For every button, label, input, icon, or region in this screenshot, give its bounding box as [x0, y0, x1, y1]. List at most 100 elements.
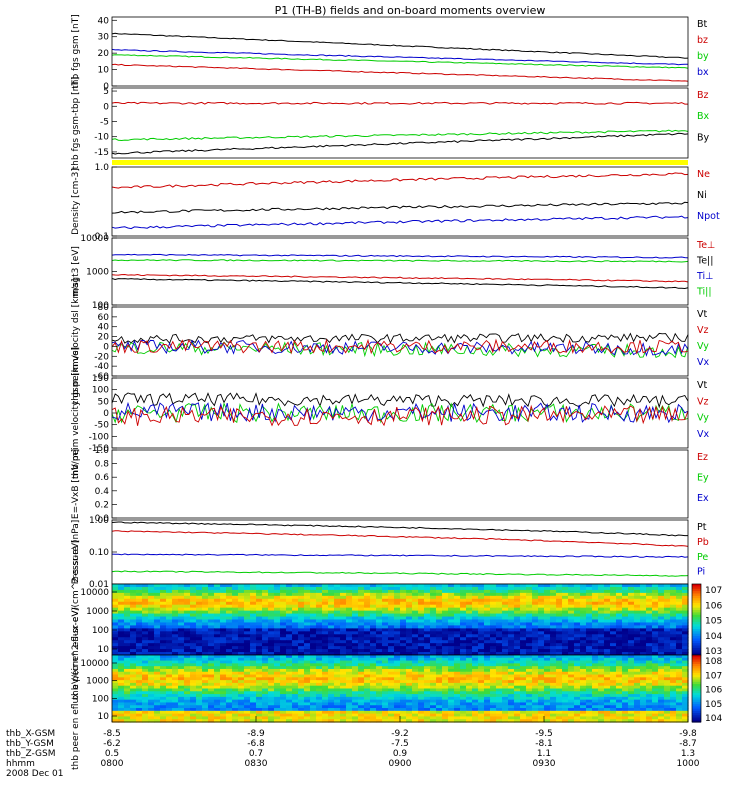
spectrogram-cell	[232, 666, 239, 670]
spectrogram-cell	[184, 708, 191, 712]
spectrogram-cell	[274, 685, 281, 690]
spectrogram-cell	[232, 637, 239, 641]
spectrogram-cell	[118, 688, 125, 692]
spectrogram-cell	[628, 666, 635, 670]
spectrogram-cell	[388, 628, 395, 632]
spectrogram-cell	[424, 598, 431, 603]
spectrogram-cell	[634, 671, 641, 676]
spectrogram-cell	[400, 688, 407, 692]
spectrogram-cell	[376, 688, 383, 692]
spectrogram-cell	[484, 674, 491, 678]
spectrogram-cell	[370, 598, 377, 603]
spectrogram-cell	[490, 613, 497, 618]
spectrogram-cell	[202, 705, 209, 709]
spectrogram-cell	[574, 628, 581, 632]
spectrogram-cell	[412, 705, 419, 709]
spectrogram-cell	[466, 584, 473, 588]
spectrogram-cell	[136, 646, 143, 650]
spectrogram-cell	[592, 660, 599, 664]
spectrogram-cell	[604, 634, 611, 638]
spectrogram-cell	[226, 719, 233, 723]
series-line-te	[111, 278, 689, 290]
spectrogram-cell	[310, 607, 317, 612]
spectrogram-cell	[682, 604, 689, 609]
spectrogram-cell	[118, 699, 125, 704]
spectrogram-cell	[574, 640, 581, 644]
spectrogram-cell	[454, 604, 461, 609]
spectrogram-cell	[304, 666, 311, 670]
spectrogram-cell	[118, 708, 125, 712]
spectrogram-cell	[304, 586, 311, 591]
spectrogram-cell	[340, 696, 347, 701]
spectrogram-cell	[184, 625, 191, 629]
spectrogram-cell	[532, 710, 539, 715]
spectrogram-cell	[208, 663, 215, 667]
spectrogram-cell	[424, 622, 431, 627]
spectrogram-cell	[178, 637, 185, 641]
spectrogram-cell	[172, 592, 179, 597]
spectrogram-cell	[220, 682, 227, 687]
spectrogram-cell	[592, 625, 599, 629]
spectrogram-cell	[448, 598, 455, 603]
spectrogram-cell	[376, 691, 383, 695]
spectrogram-cell	[112, 668, 119, 673]
legend-entry: bx	[697, 67, 709, 78]
spectrogram-cell	[622, 646, 629, 650]
spectrogram-cell	[670, 719, 677, 723]
spectrogram-cell	[166, 655, 173, 659]
spectrogram-cell	[646, 607, 653, 612]
spectrogram-cell	[646, 601, 653, 606]
spectrogram-cell	[280, 586, 287, 591]
spectrogram-cell	[238, 646, 245, 650]
spectrogram-cell	[322, 584, 329, 588]
spectrogram-cell	[550, 631, 557, 635]
spectrogram-cell	[478, 604, 485, 609]
spectrogram-cell	[520, 680, 527, 684]
spectrogram-cell	[256, 699, 263, 704]
spectrogram-cell	[598, 598, 605, 603]
spectrogram-cell	[352, 716, 359, 720]
spectrogram-cell	[658, 716, 665, 720]
spectrogram-cell	[178, 705, 185, 709]
spectrogram-cell	[598, 601, 605, 606]
spectrogram-cell	[334, 649, 341, 653]
spectrogram-cell	[226, 674, 233, 678]
spectrogram-cell	[280, 643, 287, 647]
spectrogram-cell	[436, 643, 443, 647]
spectrogram-cell	[340, 640, 347, 644]
spectrogram-cell	[376, 657, 383, 662]
spectrogram-cell	[556, 691, 563, 695]
spectrogram-cell	[634, 666, 641, 670]
spectrogram-cell	[550, 677, 557, 681]
spectrogram-cell	[256, 604, 263, 609]
spectrogram-cell	[298, 595, 305, 600]
spectrogram-cell	[478, 619, 485, 624]
spectrogram-cell	[388, 586, 395, 591]
spectrogram-cell	[280, 663, 287, 667]
spectrogram-cell	[340, 595, 347, 600]
spectrogram-cell	[316, 592, 323, 597]
spectrogram-cell	[220, 691, 227, 695]
spectrogram-cell	[682, 719, 689, 723]
spectrogram-cell	[292, 685, 299, 690]
spectrogram-cell	[460, 598, 467, 603]
spectrogram-cell	[256, 655, 263, 659]
spectrogram-cell	[454, 592, 461, 597]
spectrogram-cell	[454, 719, 461, 723]
spectrogram-cell	[586, 668, 593, 673]
spectrogram-cell	[460, 657, 467, 662]
spectrogram-cell	[634, 702, 641, 706]
spectrogram-cell	[130, 634, 137, 638]
spectrogram-cell	[556, 694, 563, 698]
spectrogram-cell	[202, 713, 209, 718]
spectrogram-cell	[484, 646, 491, 650]
spectrogram-cell	[616, 713, 623, 718]
spectrogram-cell	[238, 616, 245, 621]
spectrogram-cell	[124, 637, 131, 641]
spectrogram-cell	[448, 657, 455, 662]
spectrogram-cell	[448, 637, 455, 641]
spectrogram-cell	[364, 592, 371, 597]
spectrogram-cell	[550, 696, 557, 701]
spectrogram-cell	[136, 702, 143, 706]
spectrogram-cell	[184, 680, 191, 684]
